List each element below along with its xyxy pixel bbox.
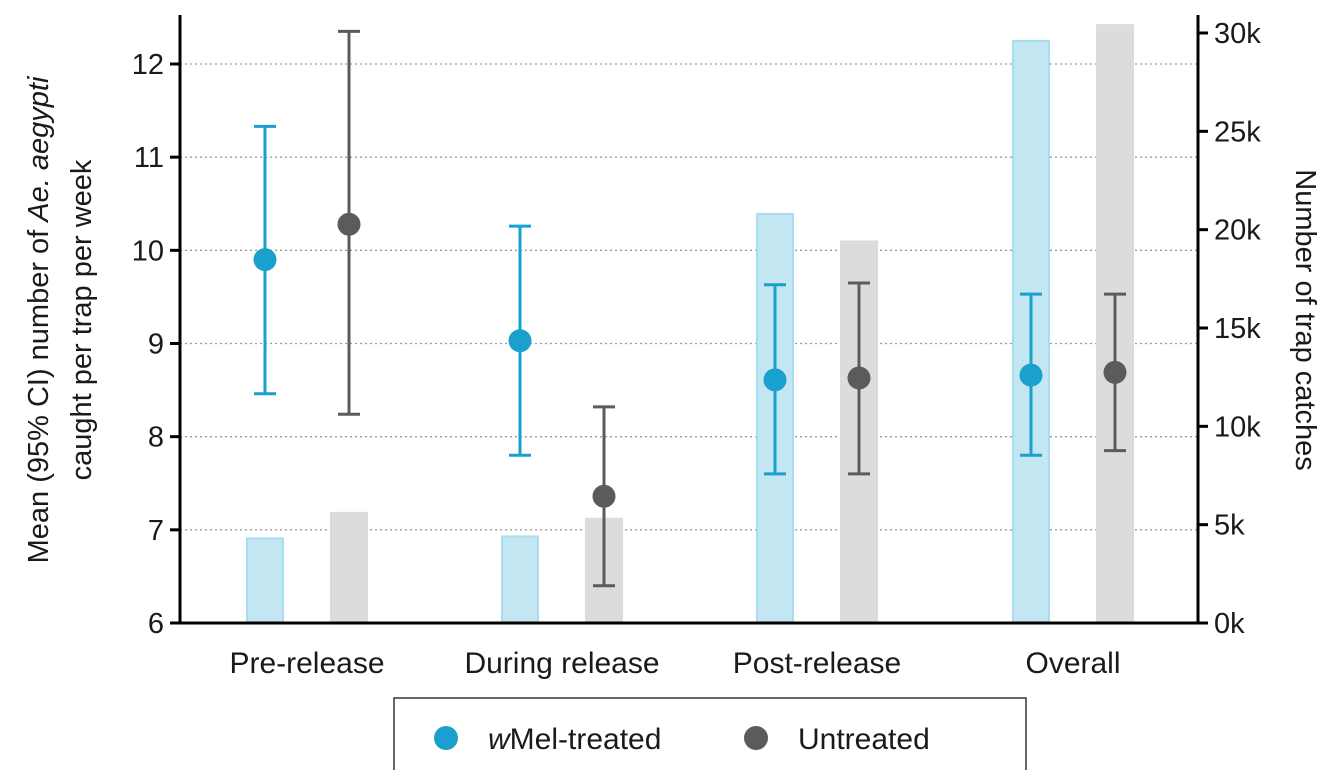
mean-point <box>763 368 787 392</box>
left-axis-title-part: Mean (95% CI) number of <box>23 222 55 564</box>
right-tick-label: 5k <box>1214 510 1245 542</box>
mean-point <box>1019 363 1043 387</box>
left-axis-title-part: Ae. aegypti <box>23 75 55 224</box>
mean-point <box>847 366 871 390</box>
right-tick-label: 15k <box>1214 313 1261 345</box>
legend-label-part: Untreated <box>798 723 930 756</box>
legend-marker <box>434 726 458 750</box>
bar <box>501 535 539 625</box>
left-tick-label: 11 <box>134 142 164 174</box>
legend-label: Untreated <box>798 723 930 756</box>
left-axis-title-line: caught per trap per week <box>66 159 98 480</box>
right-tick-label: 30k <box>1214 18 1261 50</box>
left-tick-label: 7 <box>148 515 164 547</box>
legend-box <box>393 697 1027 770</box>
bar <box>246 537 284 625</box>
bar <box>330 511 368 624</box>
left-tick-label: 9 <box>148 329 164 361</box>
left-axis-title-part: caught per trap per week <box>66 159 98 480</box>
error-bars <box>253 29 1127 588</box>
category-label: During release <box>464 647 659 680</box>
tick-labels: 6 7 8 9 10 11 12 0k 5k 10k 15k 20k 25k 30k Pre-release… <box>132 18 1262 680</box>
left-tick-label: 12 <box>132 49 164 81</box>
legend-marker <box>744 726 768 750</box>
mean-point <box>253 248 277 272</box>
legend-label-part: w <box>488 723 512 756</box>
right-axis-title: Number of trap catches <box>1289 169 1321 470</box>
left-tick-label: 10 <box>132 235 164 267</box>
right-tick-label: 20k <box>1214 215 1261 247</box>
mean-point <box>337 212 361 236</box>
mean-point <box>1103 360 1127 384</box>
axis-titles: Mean (95% CI) number of Ae. aegypti caugh… <box>23 75 1321 563</box>
bars <box>246 24 1134 625</box>
left-tick-label: 6 <box>148 608 164 640</box>
category-label: Overall <box>1025 647 1120 680</box>
right-tick-label: 0k <box>1214 608 1245 640</box>
category-label: Post-release <box>733 647 901 680</box>
mean-point <box>508 329 532 353</box>
right-tick-label: 25k <box>1214 116 1261 148</box>
mean-point <box>592 484 616 508</box>
legend: wMel-treated Untreated <box>393 697 1027 770</box>
category-label: Pre-release <box>229 647 384 680</box>
right-tick-label: 10k <box>1214 411 1261 443</box>
axes <box>170 15 1208 625</box>
legend-label-part: Mel-treated <box>510 723 662 756</box>
left-axis-title-line: Mean (95% CI) number of Ae. aegypti <box>23 75 55 563</box>
left-tick-label: 8 <box>148 422 164 454</box>
legend-label: wMel-treated <box>488 723 661 756</box>
